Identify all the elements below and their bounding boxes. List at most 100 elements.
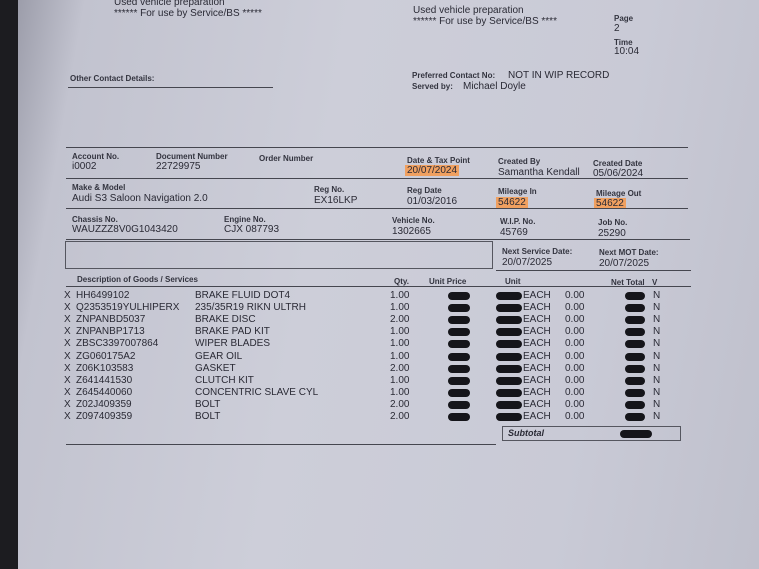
unit: EACH (523, 338, 551, 350)
account-no-label: Account No. (72, 152, 120, 161)
vat-code: N (653, 302, 661, 314)
unit: EACH (523, 302, 551, 314)
served-by-label: Served by: (412, 82, 453, 91)
redacted-unit-price (448, 376, 470, 385)
redacted-unit-price (448, 304, 470, 313)
quantity: 1.00 (390, 290, 410, 301)
vat-code: N (653, 374, 661, 386)
redacted-unit-price (448, 292, 470, 300)
part-code: ZG060175A2 (76, 350, 136, 362)
row-marker: X (64, 398, 71, 410)
order-number-label: Order Number (259, 154, 314, 163)
part-description: CLUTCH KIT (195, 374, 254, 386)
redacted-net-total (625, 328, 645, 337)
created-by-label: Created By (498, 157, 541, 166)
date-tax-point-label: Date & Tax Point (407, 156, 470, 165)
redacted-net-total (625, 388, 645, 397)
redacted-unit-amount (496, 340, 522, 349)
redacted-unit-amount (496, 376, 522, 385)
redacted-unit-amount (496, 413, 522, 421)
other-contact-label: Other Contact Details: (70, 74, 155, 83)
reg-no-value: EX16LKP (314, 195, 358, 206)
redacted-unit-price (448, 316, 470, 325)
discount: 0.00 (565, 302, 585, 314)
job-no-label: Job No. (598, 218, 628, 227)
reg-date-value: 01/03/2016 (407, 196, 458, 207)
next-service-label: Next Service Date: (502, 247, 573, 256)
discount: 0.00 (565, 350, 585, 362)
right-address-line1: Used vehicle preparation (413, 5, 524, 16)
table-row: X Q2353519YULHIPERX 235/35R19 RIKN ULTRH 1.… (18, 302, 759, 314)
make-model-label: Make & Model (72, 183, 126, 192)
mileage-out-label: Mileage Out (596, 189, 642, 198)
row-marker: X (64, 326, 71, 338)
vehicle-no-label: Vehicle No. (392, 216, 435, 225)
mileage-in-label: Mileage In (498, 187, 537, 196)
discount: 0.00 (565, 386, 585, 398)
part-description: WIPER BLADES (195, 338, 271, 350)
quantity: 1.00 (390, 386, 410, 398)
quantity: 1.00 (390, 374, 410, 386)
document-number-label: Document Number (156, 152, 228, 161)
part-description: GASKET (195, 362, 236, 374)
notes-box (65, 241, 493, 269)
table-row: X HH6499102 BRAKE FLUID DOT4 1.00 EACH 0.00 N (18, 290, 759, 302)
job-no-value: 25290 (598, 228, 626, 239)
part-code: Z02J409359 (76, 398, 132, 410)
row-marker: X (64, 290, 71, 301)
redacted-unit-amount (496, 292, 522, 300)
mileage-out-value: 54622 (594, 198, 626, 209)
redacted-net-total (625, 340, 645, 349)
row-marker: X (64, 374, 71, 386)
created-date-label: Created Date (593, 159, 643, 168)
unit: EACH (523, 386, 551, 398)
redacted-unit-amount (496, 304, 522, 313)
vat-code: N (653, 290, 661, 301)
preferred-contact-value: NOT IN WIP RECORD (508, 70, 610, 81)
chassis-no-value: WAUZZZ8V0G1043420 (72, 224, 178, 235)
unit: EACH (523, 350, 551, 362)
row-marker: X (64, 362, 71, 374)
quantity: 2.00 (390, 411, 410, 422)
unit: EACH (523, 362, 551, 374)
discount: 0.00 (565, 338, 585, 350)
created-date-value: 05/06/2024 (593, 168, 644, 179)
vehicle-no-value: 1302665 (392, 226, 431, 237)
document-number-value: 22729975 (156, 161, 201, 172)
vat-code: N (653, 386, 661, 398)
row-marker: X (64, 338, 71, 350)
invoice-paper: Used vehicle preparation ****** For use … (18, 0, 759, 569)
col-qty: Qty. (394, 277, 409, 286)
redacted-unit-price (448, 340, 470, 349)
redacted-net-total (625, 400, 645, 409)
unit: EACH (523, 398, 551, 410)
engine-no-label: Engine No. (224, 215, 266, 224)
vat-code: N (653, 338, 661, 350)
part-code: ZNPANBD5037 (76, 314, 146, 326)
part-description: BOLT (195, 398, 221, 410)
col-v: V (652, 278, 658, 287)
discount: 0.00 (565, 314, 585, 326)
discount: 0.00 (565, 398, 585, 410)
make-model-value: Audi S3 Saloon Navigation 2.0 (72, 193, 208, 204)
vat-code: N (653, 350, 661, 362)
vat-code: N (653, 398, 661, 410)
table-row: X Z02J409359 BOLT 2.00 EACH 0.00 N (18, 399, 759, 411)
time-value: 10:04 (614, 46, 640, 57)
col-unit: Unit (505, 277, 521, 286)
redacted-unit-amount (496, 364, 522, 373)
part-code: ZBSC3397007864 (76, 338, 159, 350)
part-description: BOLT (195, 411, 221, 422)
redacted-unit-amount (496, 400, 522, 409)
redacted-subtotal (620, 430, 652, 438)
account-no-value: i0002 (72, 161, 97, 172)
part-description: GEAR OIL (195, 350, 243, 362)
row-marker: X (64, 302, 71, 314)
part-description: 235/35R19 RIKN ULTRH (195, 302, 306, 314)
redacted-unit-amount (496, 328, 522, 337)
redacted-net-total (625, 316, 645, 325)
left-address-line1: Used vehicle preparation (114, 0, 225, 8)
chassis-no-label: Chassis No. (72, 215, 118, 224)
redacted-net-total (625, 304, 645, 313)
redacted-unit-price (448, 328, 470, 337)
